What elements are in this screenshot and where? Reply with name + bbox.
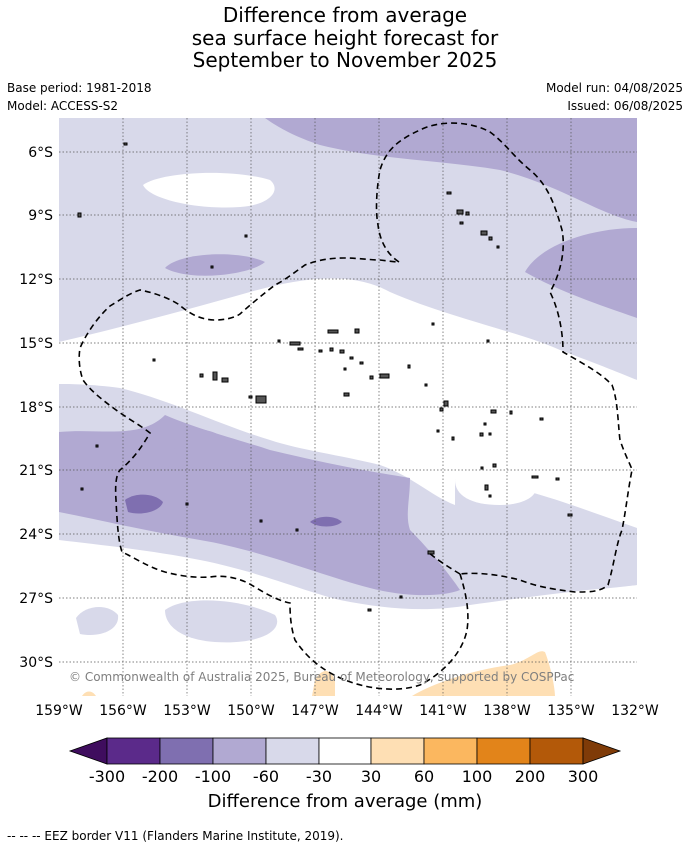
neutral-patch-8s — [143, 172, 275, 208]
issued-date: Issued: 06/08/2025 — [567, 99, 683, 113]
colorbar-tick-label: -60 — [253, 767, 279, 786]
model-info: Base period: 1981-2018 Model: ACCESS-S2 — [7, 79, 152, 115]
islands — [77, 142, 573, 612]
lon-label: 135°W — [547, 703, 595, 719]
positive-patch-31s-west — [312, 671, 335, 696]
colorbar-extend-right — [582, 737, 622, 765]
longitude-labels: 159°W 156°W 153°W 150°W 147°W 144°W 141°… — [35, 703, 659, 719]
colorbar-segment — [212, 737, 267, 765]
colorbar-segment — [423, 737, 478, 765]
colorbar: -300 -200 -100 -60 -30 30 60 100 200 300 — [68, 737, 622, 786]
map-area: © Commonwealth of Australia 2025, Bureau… — [59, 118, 637, 696]
neutral-patch-22s — [455, 473, 536, 505]
copyright-notice: © Commonwealth of Australia 2025, Bureau… — [69, 670, 574, 684]
anomaly-patch-19s — [174, 429, 238, 469]
base-period: Base period: 1981-2018 — [7, 81, 152, 95]
eez-legend-note: -- -- -- EEZ border V11 (Flanders Marine… — [7, 829, 344, 843]
title-line-3: September to November 2025 — [192, 48, 498, 72]
colorbar-tick-label: -200 — [142, 767, 178, 786]
anomaly-region-se — [499, 538, 637, 591]
lat-label: 21°S — [19, 463, 53, 479]
lon-label: 153°W — [163, 703, 211, 719]
lon-label: 150°W — [227, 703, 275, 719]
lat-label: 6°S — [28, 145, 53, 161]
lon-label: 147°W — [291, 703, 339, 719]
colorbar-tick-label: -100 — [195, 767, 231, 786]
lat-label: 27°S — [19, 591, 53, 607]
anomaly-patch-12s — [165, 254, 265, 276]
model-name: Model: ACCESS-S2 — [7, 99, 119, 113]
positive-patch-sw — [82, 691, 96, 696]
eez-borders — [78, 122, 633, 690]
anomaly-core-23s — [125, 494, 163, 514]
lon-label: 138°W — [483, 703, 531, 719]
colorbar-segment — [476, 737, 531, 765]
lon-label: 159°W — [35, 703, 83, 719]
colorbar-tick-label: -30 — [306, 767, 332, 786]
neutral-south-zone — [59, 540, 637, 696]
colorbar-tick-label: -300 — [89, 767, 125, 786]
run-info: Model run: 04/08/2025 Issued: 06/08/2025 — [546, 79, 683, 115]
colorbar-tick-label: 300 — [568, 767, 599, 786]
anomaly-region-east — [525, 228, 637, 318]
colorbar-segment — [265, 737, 320, 765]
colorbar-segment — [318, 737, 372, 765]
title-line-2: sea surface height forecast for — [191, 25, 499, 50]
lat-label: 24°S — [19, 527, 53, 543]
anomaly-band-south — [59, 415, 460, 596]
map-title: Difference from average sea surface heig… — [0, 4, 690, 72]
anomaly-core-24s — [310, 516, 342, 527]
colorbar-segment — [159, 737, 214, 765]
lon-label: 156°W — [99, 703, 147, 719]
latitude-labels: 6°S 9°S 12°S 15°S 18°S 21°S 24°S 27°S 30… — [19, 145, 53, 671]
lat-label: 12°S — [19, 272, 53, 288]
colorbar-segment — [529, 737, 584, 765]
lat-label: 15°S — [19, 336, 53, 352]
anomaly-patch-28s-west — [76, 607, 119, 636]
anomaly-patch-28s — [165, 600, 278, 643]
lat-label: 30°S — [19, 655, 53, 671]
positive-patch-31s — [412, 651, 555, 696]
colorbar-tick-label: 200 — [515, 767, 546, 786]
colorbar-tick-label: 30 — [361, 767, 381, 786]
title-line-1: Difference from average — [222, 3, 468, 27]
anomaly-region-ne — [265, 118, 637, 222]
colorbar-segment — [106, 737, 161, 765]
colorbar-segment — [370, 737, 425, 765]
colorbar-tick-label: 100 — [462, 767, 493, 786]
lat-label: 18°S — [19, 400, 53, 416]
lon-label: 141°W — [419, 703, 467, 719]
colorbar-title: Difference from average (mm) — [207, 791, 483, 812]
colorbar-extend-left — [68, 737, 108, 765]
lon-label: 132°W — [611, 703, 659, 719]
colorbar-tick-label: 60 — [414, 767, 434, 786]
lon-label: 144°W — [355, 703, 403, 719]
lat-label: 9°S — [28, 208, 53, 224]
model-run-date: Model run: 04/08/2025 — [545, 81, 683, 95]
